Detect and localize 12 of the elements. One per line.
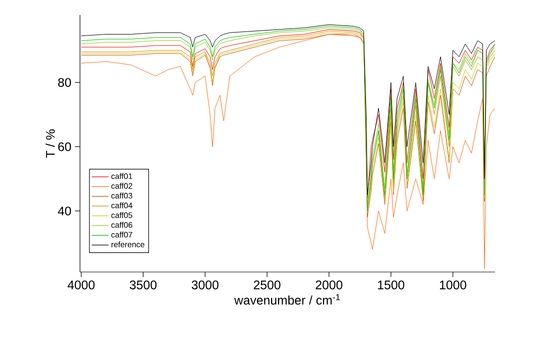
x-tick-label: 3000 xyxy=(192,280,218,290)
x-tick-label: 2000 xyxy=(316,280,342,290)
x-tick-label: 1500 xyxy=(378,280,404,290)
x-tick-label: 4000 xyxy=(68,280,95,290)
x-tick-label: 3500 xyxy=(130,280,157,290)
y-axis-title: T / % xyxy=(46,129,55,158)
x-tick-label: 2500 xyxy=(254,280,280,290)
x-tick-label: 1000 xyxy=(440,280,466,290)
y-tick-label: 80 xyxy=(58,78,71,87)
y-tick-label: 60 xyxy=(58,142,71,152)
x-axis-title: wavenumber / cm$^{-1}$ xyxy=(234,294,340,305)
y-tick-label: 40 xyxy=(58,206,71,216)
